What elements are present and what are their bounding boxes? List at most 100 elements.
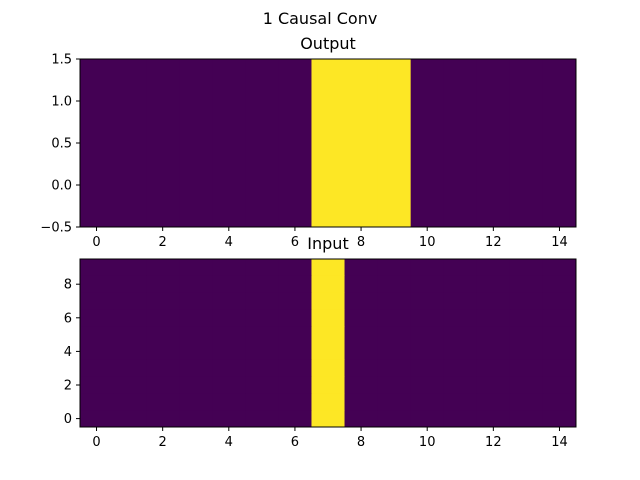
- input-heatmap-cell: [344, 410, 378, 428]
- input-heatmap-cell: [311, 292, 345, 310]
- input-heatmap-cell: [179, 309, 213, 327]
- input-heatmap-cell: [509, 275, 544, 293]
- input-heatmap-cell: [542, 343, 577, 361]
- output-x-tick-label: 2: [159, 235, 167, 250]
- input-heatmap-cell: [245, 343, 279, 361]
- input-y-tick-label: 2: [64, 379, 72, 394]
- input-heatmap-cell: [344, 292, 378, 310]
- input-heatmap-cell: [311, 359, 345, 377]
- input-heatmap-cell: [146, 275, 180, 293]
- input-heatmap-cell: [476, 343, 511, 361]
- input-heatmap-cell: [377, 376, 412, 394]
- output-heatmap-cell: [509, 59, 544, 228]
- input-heatmap-cell: [542, 326, 577, 344]
- input-heatmap-cell: [212, 275, 246, 293]
- output-heatmap-cell: [344, 59, 378, 228]
- input-x-axis-ticks: 0 2 4 6 8 10 12 14: [92, 427, 568, 450]
- input-heatmap-cell: [212, 393, 246, 411]
- input-heatmap-cell: [146, 259, 180, 277]
- input-heatmap-cell: [410, 410, 445, 428]
- input-heatmap-cell: [344, 359, 378, 377]
- input-heatmap-cell: [443, 410, 478, 428]
- output-heatmap-cell: [146, 59, 180, 228]
- input-heatmap-cell: [245, 259, 279, 277]
- output-y-tick-label: 0.0: [51, 179, 72, 194]
- input-heatmap-cell: [245, 359, 279, 377]
- input-heatmap-cell: [80, 292, 114, 310]
- input-heatmap-cell: [278, 359, 312, 377]
- input-heatmap-cell: [377, 292, 412, 310]
- input-heatmap-cell: [179, 393, 213, 411]
- input-heatmap-cell: [278, 343, 312, 361]
- input-heatmap-cell: [245, 292, 279, 310]
- input-heatmap-cell: [542, 410, 577, 428]
- input-heatmap-cell: [278, 309, 312, 327]
- input-heatmap-cell: [212, 309, 246, 327]
- input-heatmap-cell: [146, 393, 180, 411]
- input-heatmap-cell: [344, 309, 378, 327]
- output-heatmap-cell: [410, 59, 445, 228]
- input-heatmap-cell: [179, 376, 213, 394]
- input-x-tick-label: 14: [551, 435, 568, 450]
- output-x-tick-label: 8: [357, 235, 365, 250]
- input-heatmap-cell: [311, 275, 345, 293]
- input-heatmap-cell: [476, 410, 511, 428]
- output-heatmap-cells: [80, 59, 577, 228]
- input-heatmap-cell: [113, 292, 147, 310]
- input-heatmap-cell: [113, 259, 147, 277]
- input-heatmap-cell: [410, 359, 445, 377]
- output-y-tick-label: −0.5: [40, 221, 72, 236]
- input-heatmap-cell: [509, 376, 544, 394]
- input-heatmap-cell: [212, 259, 246, 277]
- input-heatmap-cell: [443, 259, 478, 277]
- input-heatmap-cell: [344, 326, 378, 344]
- input-y-tick-label: 4: [64, 345, 72, 360]
- input-heatmap-cell: [311, 376, 345, 394]
- output-heatmap-cell: [278, 59, 312, 228]
- input-heatmap-cell: [377, 410, 412, 428]
- input-heatmap-cell: [278, 292, 312, 310]
- input-heatmap-cell: [476, 376, 511, 394]
- input-heatmap-cell: [278, 326, 312, 344]
- input-heatmap-cell: [146, 359, 180, 377]
- output-x-tick-label: 12: [485, 235, 502, 250]
- input-heatmap-cell: [476, 275, 511, 293]
- input-heatmap-cell: [245, 275, 279, 293]
- input-x-tick-label: 4: [225, 435, 233, 450]
- input-heatmap-cell: [476, 393, 511, 411]
- input-heatmap-cell: [212, 376, 246, 394]
- output-heatmap-cell: [542, 59, 577, 228]
- input-heatmap-cell: [410, 259, 445, 277]
- input-heatmap-cell: [80, 410, 114, 428]
- figure-suptitle: 1 Causal Conv: [263, 9, 378, 28]
- output-heatmap-cell: [113, 59, 147, 228]
- input-heatmap-cell: [113, 309, 147, 327]
- input-heatmap-cell: [476, 309, 511, 327]
- output-heatmap-cell: [476, 59, 511, 228]
- input-heatmap-cell: [113, 410, 147, 428]
- input-heatmap-cell: [344, 275, 378, 293]
- input-heatmap-cell: [542, 259, 577, 277]
- input-heatmap-cell: [476, 326, 511, 344]
- input-heatmap-cell: [410, 292, 445, 310]
- input-heatmap-cell: [410, 393, 445, 411]
- input-heatmap-cell: [179, 410, 213, 428]
- input-heatmap-cell: [179, 275, 213, 293]
- input-heatmap-cell: [80, 393, 114, 411]
- input-heatmap-cell: [377, 309, 412, 327]
- input-heatmap-cell: [377, 259, 412, 277]
- output-heatmap-axes: 0 2 4 6 8 10 12 14 −0.5 0.0 0.5 1.0 1.5 Output: [40, 34, 577, 250]
- input-heatmap-cells: [80, 259, 577, 428]
- input-heatmap-cell: [344, 259, 378, 277]
- output-y-axis-ticks: −0.5 0.0 0.5 1.0 1.5: [40, 53, 80, 236]
- output-heatmap-cell: [179, 59, 213, 228]
- input-heatmap-cell: [344, 376, 378, 394]
- output-x-tick-label: 6: [291, 235, 299, 250]
- input-heatmap-cell: [311, 393, 345, 411]
- input-heatmap-cell: [542, 292, 577, 310]
- input-x-tick-label: 12: [485, 435, 502, 450]
- input-heatmap-cell: [278, 393, 312, 411]
- input-heatmap-cell: [443, 275, 478, 293]
- input-x-tick-label: 2: [159, 435, 167, 450]
